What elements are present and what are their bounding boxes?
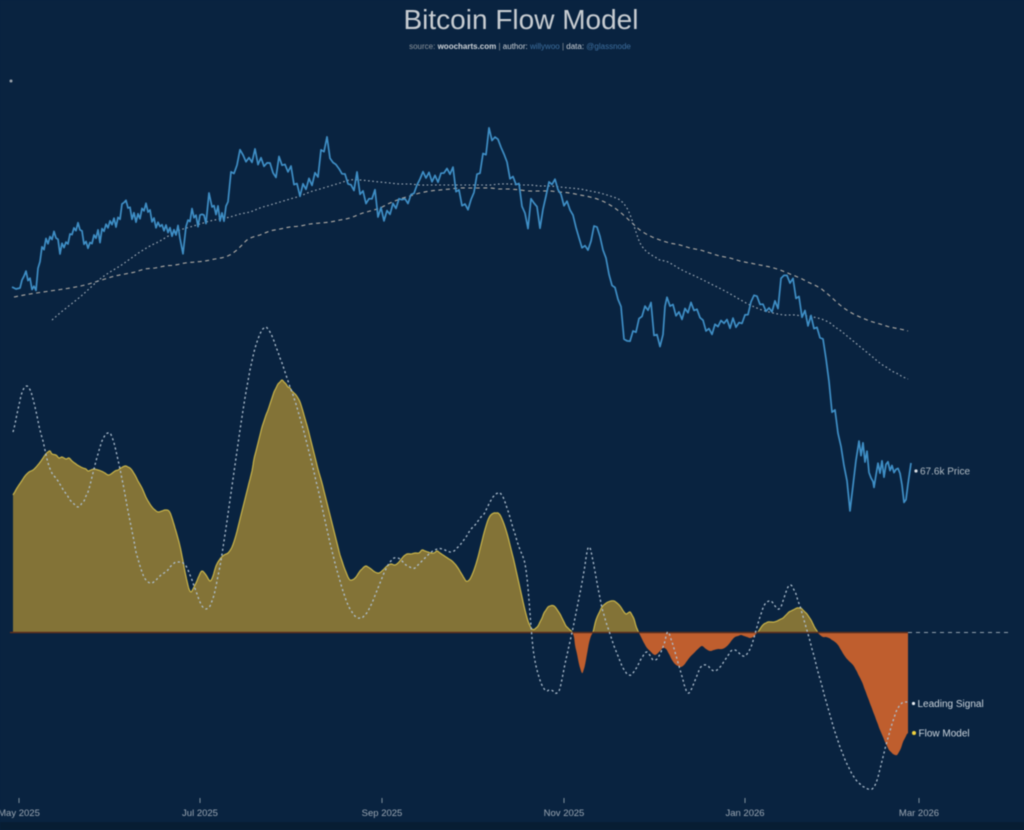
svg-text:67.6k Price: 67.6k Price: [920, 467, 970, 478]
svg-text:May 2025: May 2025: [0, 808, 40, 819]
svg-text:Leading Signal: Leading Signal: [918, 699, 984, 710]
svg-text:source: woocharts.com | author: source: woocharts.com | author: willywoo…: [409, 42, 631, 51]
svg-text:Bitcoin Flow Model: Bitcoin Flow Model: [404, 4, 639, 35]
svg-text:Jan 2026: Jan 2026: [725, 808, 764, 819]
svg-text:Jul 2025: Jul 2025: [182, 808, 218, 819]
svg-text:Flow Model: Flow Model: [919, 729, 970, 740]
svg-text:Nov 2025: Nov 2025: [544, 808, 585, 819]
svg-text:Mar 2026: Mar 2026: [899, 808, 939, 819]
svg-text:Sep 2025: Sep 2025: [362, 808, 403, 819]
